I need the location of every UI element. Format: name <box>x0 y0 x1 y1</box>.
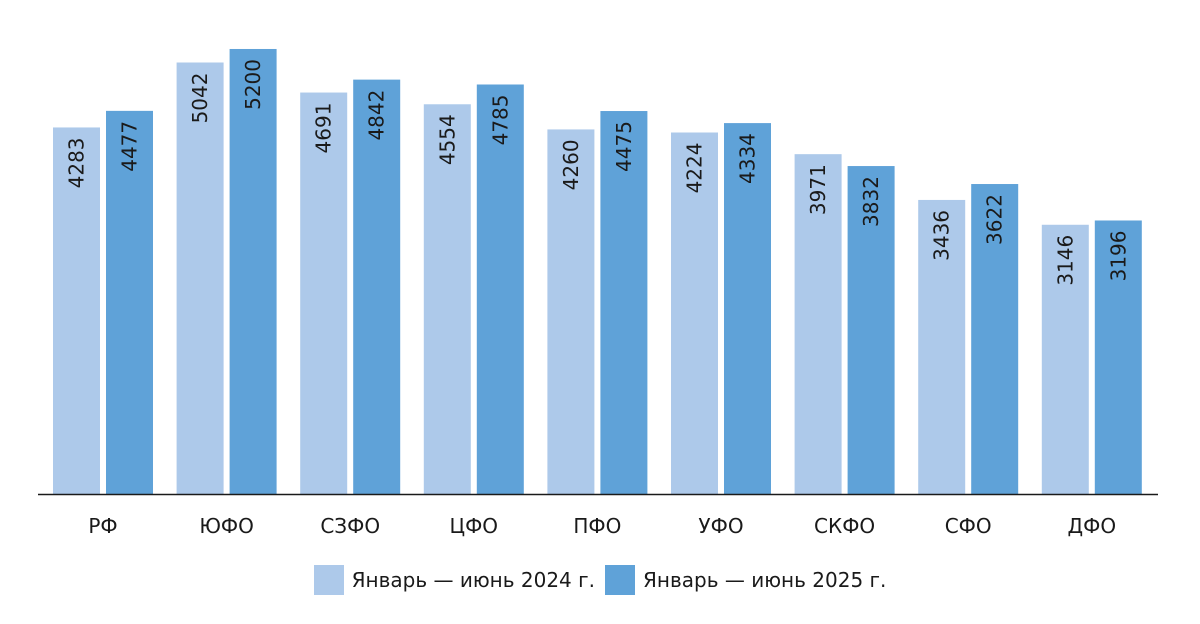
x-tick-label: ДФО <box>1068 514 1117 538</box>
bar-СФО-0 <box>918 199 966 494</box>
x-tick-label: СФО <box>945 514 992 538</box>
data-label-ПФО-1: 4475 <box>612 121 636 172</box>
bar-ЮФО-0 <box>176 62 224 495</box>
data-label-ДФО-0: 3146 <box>1053 235 1077 286</box>
bar-ЦФО-1 <box>476 84 524 494</box>
bar-СЗФО-0 <box>300 92 348 495</box>
data-label-РФ-1: 4477 <box>118 121 142 172</box>
data-label-ЮФО-1: 5200 <box>241 59 265 110</box>
data-label-УФО-0: 4224 <box>683 143 707 194</box>
bar-УФО-1 <box>724 123 771 495</box>
x-tick-label: СКФО <box>814 514 875 538</box>
legend-swatch-2024 <box>313 565 344 595</box>
data-label-ПФО-0: 4260 <box>559 139 583 190</box>
data-label-ЦФО-1: 4785 <box>488 94 512 145</box>
legend-label-2025: Январь — июнь 2025 г. <box>643 568 887 592</box>
data-label-СФО-0: 3436 <box>930 210 954 261</box>
legend-swatch-2025 <box>605 565 635 595</box>
bar-РФ-1 <box>106 110 153 495</box>
bar-ПФО-1 <box>600 111 648 494</box>
data-label-ЮФО-0: 5042 <box>188 73 212 124</box>
bar-ДФО-0 <box>1041 224 1089 494</box>
x-tick-label: ПФО <box>573 514 621 538</box>
bar-УФО-0 <box>671 132 718 494</box>
legend-item-2025: Январь — июнь 2025 г. <box>605 565 886 595</box>
bar-СЗФО-1 <box>353 79 401 494</box>
x-tick-label: РФ <box>88 514 117 538</box>
data-label-СЗФО-1: 4842 <box>365 90 389 141</box>
bar-РФ-0 <box>53 127 100 494</box>
bar-СКФО-1 <box>847 166 895 495</box>
data-label-РФ-0: 4283 <box>65 137 89 188</box>
data-label-ЦФО-0: 4554 <box>435 114 459 165</box>
x-tick-label: ЦФО <box>450 514 499 538</box>
bar-ПФО-0 <box>547 129 595 494</box>
bar-ЦФО-0 <box>423 104 471 494</box>
data-label-СЗФО-0: 4691 <box>312 103 336 154</box>
data-label-УФО-1: 4334 <box>736 133 760 184</box>
legend-label-2024: Январь — июнь 2024 г. <box>351 568 595 592</box>
legend-item-2024: Январь — июнь 2024 г. <box>313 565 595 595</box>
x-tick-label: УФО <box>698 514 743 538</box>
bar-СФО-1 <box>971 184 1019 494</box>
x-tick-label: СЗФО <box>320 514 380 538</box>
x-tick-label: ЮФО <box>199 514 254 538</box>
bar-СКФО-0 <box>794 154 842 495</box>
bar-ЮФО-1 <box>229 48 277 495</box>
data-label-СКФО-0: 3971 <box>806 164 830 215</box>
chart-legend: Январь — июнь 2024 г. Январь — июнь 2025… <box>0 562 1200 598</box>
data-label-СКФО-1: 3832 <box>859 176 883 227</box>
bar-ДФО-1 <box>1094 220 1142 494</box>
data-label-ДФО-1: 3196 <box>1106 230 1130 281</box>
data-label-СФО-1: 3622 <box>983 194 1007 245</box>
